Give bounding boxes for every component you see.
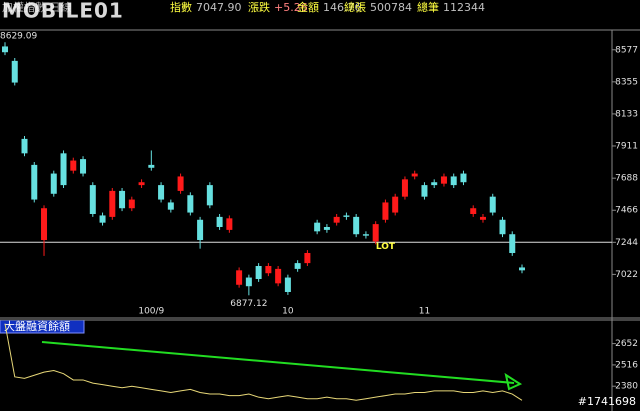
candle-body: [148, 164, 155, 168]
candle-body: [158, 185, 165, 200]
quote-value: 112344: [443, 1, 485, 14]
candle-body: [236, 270, 243, 285]
candle-body: [314, 222, 321, 232]
candle-body: [323, 227, 330, 230]
candle-body: [197, 219, 204, 240]
candle-body: [333, 216, 340, 223]
candle-body: [450, 176, 457, 186]
annotation: LOT: [376, 242, 396, 252]
candle-body: [255, 266, 262, 279]
candle-body: [489, 196, 496, 213]
candle-body: [372, 224, 379, 242]
candle-body: [60, 153, 67, 186]
quote-label: 總張: [344, 0, 366, 14]
candle-body: [431, 182, 438, 186]
candle-body: [50, 173, 57, 194]
candle-body: [470, 208, 477, 214]
watermark-id: #1741698: [578, 395, 636, 408]
candle-body: [440, 176, 447, 184]
candle-body: [89, 185, 96, 214]
candle-body: [80, 159, 87, 174]
candle-body: [177, 176, 184, 191]
quote-label: 指數: [170, 0, 192, 14]
annotation: 6877.12: [230, 299, 267, 309]
quote-value: 7047.90: [196, 1, 242, 14]
candle-body: [128, 199, 135, 209]
annotation: 8629.09: [0, 32, 37, 42]
y-tick-label: 7466: [615, 206, 638, 216]
watermark: MOBILE01: [2, 0, 124, 23]
candle-body: [41, 208, 48, 240]
candle-body: [294, 263, 301, 269]
quote-value: +5.26: [274, 1, 308, 14]
candle-body: [245, 277, 252, 287]
y-tick-label: 2652: [615, 339, 638, 349]
candle-body: [31, 164, 38, 200]
candle-body: [362, 234, 369, 236]
quote-label: 金額: [297, 0, 319, 14]
candle-body: [284, 277, 291, 292]
candle-body: [509, 234, 516, 253]
x-tick-label: 11: [419, 307, 430, 317]
candle-body: [382, 202, 389, 220]
line: [4, 323, 523, 401]
candle-body: [109, 190, 116, 217]
quote-label: 漲跌: [248, 0, 270, 14]
candle-body: [21, 138, 28, 154]
candle-body: [167, 202, 174, 210]
quote-label: 總筆: [417, 0, 439, 14]
trend-arrow: [41, 341, 515, 384]
x-tick-label: 10: [282, 307, 294, 317]
candle-body: [304, 253, 311, 264]
candle-body: [206, 185, 213, 206]
y-tick-label: 2516: [615, 360, 638, 370]
quote-value: 500784: [370, 1, 412, 14]
candle-body: [411, 173, 418, 177]
candle-body: [275, 268, 282, 284]
y-tick-label: 8355: [615, 77, 638, 87]
y-tick-label: 7022: [615, 270, 638, 280]
candle-body: [479, 216, 486, 220]
candle-body: [392, 196, 399, 213]
candle-body: [265, 266, 272, 274]
candle-body: [519, 267, 525, 271]
candle-body: [460, 173, 467, 183]
candle-body: [11, 60, 18, 83]
candle-body: [99, 215, 106, 223]
y-tick-label: 8133: [615, 109, 638, 119]
y-tick-label: 7911: [615, 141, 638, 151]
y-tick-label: 7688: [615, 174, 638, 184]
candle-body: [2, 46, 8, 53]
candle-body: [138, 182, 145, 186]
candle-body: [187, 195, 194, 213]
y-tick-label: 8577: [615, 45, 638, 55]
panel-title: 大盤融資餘額: [4, 319, 70, 333]
candle-body: [353, 216, 360, 235]
trend-arrow-head: [504, 372, 523, 391]
x-tick-label: 100/9: [138, 307, 164, 317]
quote-value: 146.76: [323, 1, 362, 14]
chart-title: 加權指數 日線: [2, 0, 72, 14]
y-tick-label: 2380: [615, 382, 638, 392]
candle-body: [216, 216, 223, 227]
candle-body: [499, 219, 506, 235]
candle-body: [421, 185, 428, 197]
y-tick-label: 7244: [615, 238, 638, 248]
candle-body: [343, 215, 350, 217]
candle-body: [401, 179, 408, 197]
candle-body: [119, 190, 126, 209]
candle-body: [226, 218, 233, 230]
candle-body: [70, 160, 77, 171]
